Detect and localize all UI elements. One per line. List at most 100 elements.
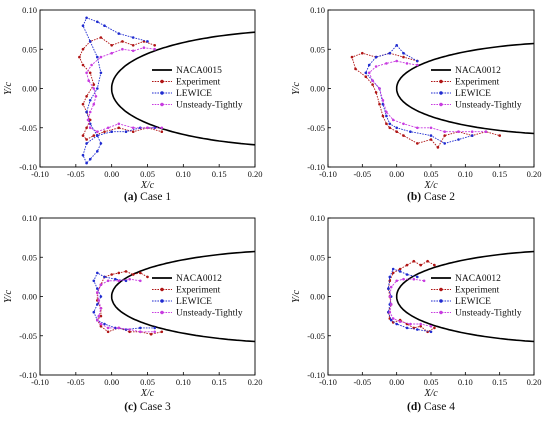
series-line-unsteady	[389, 278, 432, 327]
chart-panel-2: -0.10 -0.05 0.00 0.05 0.10 0.15 0.20 -0.10 -0.05…	[291, 5, 541, 203]
data-point-lewice	[124, 130, 128, 133]
data-point-lewice	[92, 310, 96, 314]
data-point-lewice	[416, 275, 419, 279]
data-point-experiment	[385, 122, 388, 126]
data-point-experiment	[139, 271, 142, 275]
data-point-unsteady	[429, 126, 433, 130]
series-line-naca0012	[395, 42, 534, 135]
data-point-lewice	[139, 326, 142, 330]
data-point-unsteady	[128, 277, 131, 281]
data-point-experiment	[354, 67, 357, 71]
y-tick-label: 0.05	[22, 44, 37, 54]
data-point-lewice	[395, 126, 399, 130]
data-point-experiment	[361, 51, 364, 55]
legend-marker	[439, 91, 443, 95]
data-point-unsteady	[131, 49, 135, 53]
x-tick-label: 0.05	[140, 377, 155, 387]
data-point-unsteady	[88, 110, 92, 114]
data-point-unsteady	[96, 130, 99, 133]
data-point-unsteady	[106, 279, 110, 283]
data-point-unsteady	[117, 279, 121, 283]
data-point-experiment	[149, 332, 153, 336]
y-tick-label: 0.00	[22, 84, 37, 94]
x-tick-label: 0.10	[176, 169, 191, 179]
panel-caption: (b) Case 2	[407, 191, 455, 203]
data-point-lewice	[103, 322, 106, 326]
data-point-unsteady	[86, 118, 90, 122]
legend-label: Experiment	[176, 286, 221, 296]
y-tick-label: -0.05	[307, 123, 325, 133]
series-line-unsteady	[96, 278, 155, 333]
data-point-experiment	[374, 91, 378, 94]
data-point-lewice	[96, 87, 99, 90]
data-point-unsteady	[389, 285, 393, 289]
series-line-experiment	[351, 52, 500, 149]
data-point-experiment	[92, 134, 96, 137]
y-tick-label: 0.00	[310, 84, 325, 94]
data-point-experiment	[85, 95, 88, 98]
data-point-unsteady	[405, 62, 409, 65]
data-point-experiment	[398, 267, 402, 271]
data-point-experiment	[110, 273, 113, 276]
data-point-lewice	[114, 326, 117, 330]
data-point-experiment	[364, 75, 368, 78]
data-point-unsteady	[416, 63, 419, 67]
data-point-unsteady	[99, 322, 103, 326]
data-point-experiment	[433, 326, 436, 330]
data-point-experiment	[419, 263, 423, 267]
data-point-experiment	[498, 134, 502, 137]
data-point-lewice	[88, 157, 92, 161]
x-tick-label: -0.05	[67, 169, 85, 179]
legend-label: NACA0015	[176, 66, 222, 76]
data-point-unsteady	[457, 130, 460, 133]
y-tick-label: 0.00	[22, 292, 37, 302]
y-tick-label: 0.05	[310, 252, 325, 262]
data-point-lewice	[470, 134, 474, 137]
legend-label: LEWICE	[176, 297, 212, 307]
data-point-lewice	[99, 142, 103, 145]
data-point-lewice	[388, 122, 392, 126]
data-point-lewice	[81, 24, 85, 28]
data-point-lewice	[443, 142, 447, 145]
data-point-experiment	[121, 40, 124, 43]
data-point-unsteady	[385, 62, 388, 65]
caption-tag: (c)	[124, 401, 137, 413]
x-axis-label: X/c	[423, 388, 438, 399]
data-point-lewice	[81, 153, 85, 157]
data-point-lewice	[85, 161, 88, 165]
data-point-lewice	[88, 99, 92, 102]
x-tick-label: -0.05	[353, 169, 371, 179]
data-point-unsteady	[139, 330, 142, 334]
legend-label: NACA0012	[455, 274, 501, 284]
panel-caption: (d) Case 4	[407, 401, 455, 413]
data-point-experiment	[81, 102, 85, 106]
data-point-unsteady	[443, 130, 447, 133]
data-point-lewice	[131, 36, 135, 39]
y-tick-label: 0.10	[22, 213, 37, 223]
data-point-unsteady	[374, 65, 378, 68]
chart-panel-3: -0.10 -0.05 0.00 0.05 0.10 0.15 0.20 -0.10 -0.05…	[3, 213, 262, 413]
data-point-experiment	[350, 55, 354, 59]
data-point-unsteady	[87, 79, 90, 82]
y-tick-label: -0.10	[19, 370, 37, 380]
y-tick-label: 0.10	[310, 213, 325, 223]
legend-label: Unsteady-Tightly	[455, 101, 522, 111]
plot-area	[78, 16, 255, 165]
series-line-lewice	[365, 44, 473, 144]
x-axis-label: X/c	[423, 180, 438, 191]
data-point-unsteady	[389, 303, 393, 306]
data-point-experiment	[433, 263, 436, 267]
chart-panel-4: -0.10 -0.05 0.00 0.05 0.10 0.15 0.20 -0.10 -0.05…	[291, 213, 541, 413]
y-tick-label: 0.10	[22, 5, 37, 15]
legend-marker	[160, 299, 164, 303]
data-point-unsteady	[367, 71, 371, 75]
series-line-experiment	[387, 260, 435, 333]
plot-frame	[39, 9, 256, 168]
x-tick-label: 0.15	[492, 377, 507, 387]
data-point-lewice	[85, 16, 88, 20]
data-point-lewice	[153, 326, 156, 330]
data-point-experiment	[85, 138, 88, 141]
data-point-experiment	[381, 114, 385, 118]
data-point-experiment	[131, 44, 135, 47]
series-line-unsteady	[368, 60, 486, 133]
